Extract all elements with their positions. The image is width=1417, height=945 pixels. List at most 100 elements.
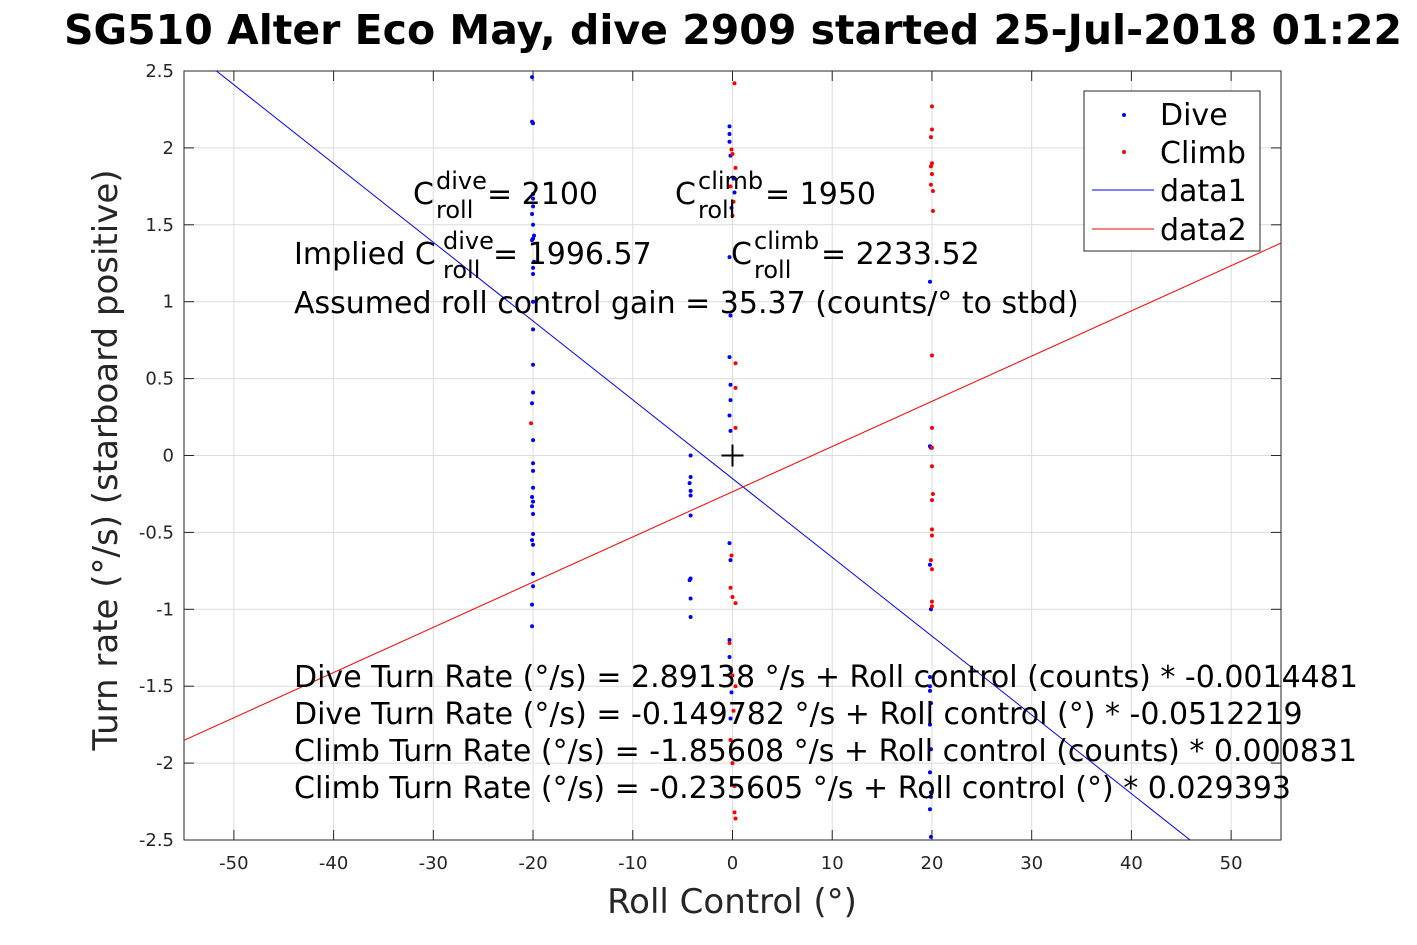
climb-point <box>733 816 738 821</box>
svg-text:dive: dive <box>443 227 494 255</box>
dive-point <box>532 259 537 264</box>
x-tick-label: -40 <box>319 853 348 874</box>
climb-point <box>733 165 738 170</box>
y-tick-label: -2.5 <box>139 830 174 851</box>
y-tick-label: 1.5 <box>145 215 174 236</box>
center-marker <box>721 444 744 467</box>
x-tick-label: 30 <box>1020 853 1043 874</box>
dive-point <box>530 75 535 80</box>
legend-box <box>1083 90 1261 252</box>
dive-point <box>530 624 535 629</box>
climb-point <box>929 604 934 609</box>
legend: Dive Climb data1 data2 <box>1083 90 1261 252</box>
dive-point <box>729 205 734 210</box>
dive-point <box>532 233 537 238</box>
dive-point <box>927 279 932 284</box>
x-tick-label: -10 <box>618 853 647 874</box>
climb-point <box>729 147 734 152</box>
dive-point <box>729 690 734 695</box>
dive-point <box>727 124 732 129</box>
x-axis-label: Roll Control (°) <box>607 882 857 922</box>
climb-point <box>731 199 736 204</box>
fit-line-text-2: Dive Turn Rate (°/s) = -0.149782 °/s + R… <box>294 697 1303 732</box>
dive-point <box>728 667 733 672</box>
dive-point <box>688 614 693 619</box>
svg-text:= 1950: = 1950 <box>765 177 876 212</box>
dive-point <box>530 212 535 217</box>
climb-point <box>733 361 738 366</box>
dive-point <box>927 688 932 693</box>
dive-point <box>531 485 536 490</box>
climb-point <box>929 425 934 430</box>
fit-lines <box>184 71 1281 840</box>
dive-point <box>530 238 535 243</box>
dive-point <box>727 413 732 418</box>
dive-point <box>531 196 536 201</box>
dive-point <box>687 481 692 486</box>
annotation-implied-dive: Implied C dive roll = 1996.57 <box>294 227 652 284</box>
svg-text:= 2100: = 2100 <box>487 177 598 212</box>
dive-point <box>531 468 536 473</box>
climb-point <box>732 784 737 789</box>
dive-point <box>688 453 693 458</box>
dive-point <box>530 401 535 406</box>
dive-point <box>727 541 732 546</box>
climb-point <box>733 385 738 390</box>
climb-point <box>733 601 738 606</box>
climb-point <box>728 184 733 189</box>
annotation-cclimb: C climb roll = 1950 <box>675 167 876 224</box>
climb-point <box>732 810 737 815</box>
dive-point <box>531 571 536 576</box>
legend-climb-label: Climb <box>1160 136 1246 171</box>
annotation-gain: Assumed roll control gain = 35.37 (count… <box>294 286 1079 321</box>
plot-frame <box>183 70 1282 841</box>
dive-point <box>727 139 732 144</box>
dive-point <box>927 770 932 775</box>
svg-text:roll: roll <box>443 256 480 284</box>
dive-point <box>728 558 733 563</box>
y-tick-labels: -2.5 -2 -1.5 -1 -0.5 0 0.5 1 1.5 2 2.5 <box>139 61 174 851</box>
dive-point <box>531 542 536 547</box>
svg-text:= 1996.57: = 1996.57 <box>493 237 652 272</box>
dive-point <box>928 747 933 752</box>
svg-text:dive: dive <box>436 167 487 195</box>
dive-point <box>531 121 536 126</box>
dive-point <box>531 362 536 367</box>
climb-point <box>730 761 735 766</box>
legend-dive-label: Dive <box>1160 98 1228 133</box>
svg-text:C: C <box>413 177 434 212</box>
dive-point <box>928 794 933 799</box>
dive-point <box>728 382 733 387</box>
climb-point <box>930 491 935 496</box>
climb-point <box>929 161 934 166</box>
dive-point <box>928 701 933 706</box>
dive-point <box>688 513 693 518</box>
dive-point <box>531 272 536 277</box>
climb-point <box>733 425 738 430</box>
svg-text:C: C <box>675 177 696 212</box>
x-tick-label: 20 <box>921 853 944 874</box>
tick-marks <box>184 70 1281 841</box>
annotation-implied-climb: C climb roll = 2233.52 <box>731 227 980 284</box>
y-tick-label: -1.5 <box>139 676 174 697</box>
x-tick-label: -30 <box>419 853 448 874</box>
svg-text:climb: climb <box>698 167 763 195</box>
dive-point <box>927 674 932 679</box>
climb-point <box>929 464 934 469</box>
y-tick-label: -0.5 <box>139 522 174 543</box>
x-tick-label: 0 <box>727 853 738 874</box>
dive-point <box>728 398 733 403</box>
y-tick-label: 0.5 <box>145 369 174 390</box>
dive-point <box>530 602 535 607</box>
climb-point <box>730 594 735 599</box>
dive-point <box>531 299 536 304</box>
y-tick-label: 2 <box>163 138 174 159</box>
dive-point <box>688 596 693 601</box>
dive-point <box>531 438 536 443</box>
legend-data2-label: data2 <box>1160 213 1247 248</box>
climb-point <box>929 127 934 132</box>
svg-text:Implied C: Implied C <box>294 237 436 272</box>
dive-point <box>531 390 536 395</box>
dive-point <box>531 222 536 227</box>
climb-point <box>928 182 933 187</box>
